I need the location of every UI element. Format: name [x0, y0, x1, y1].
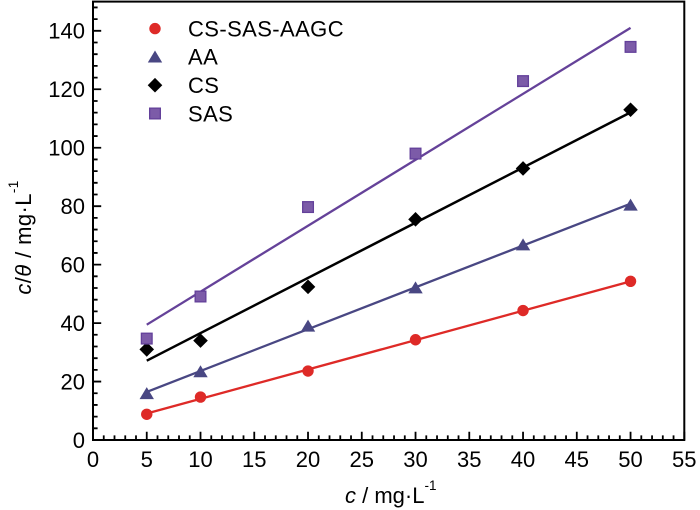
svg-text:50: 50: [618, 447, 642, 472]
svg-text:20: 20: [61, 369, 85, 394]
svg-text:40: 40: [61, 311, 85, 336]
svg-text:55: 55: [672, 447, 696, 472]
svg-text:80: 80: [61, 194, 85, 219]
svg-text:15: 15: [242, 447, 266, 472]
svg-text:40: 40: [511, 447, 535, 472]
svg-text:10: 10: [188, 447, 212, 472]
svg-text:100: 100: [48, 136, 85, 161]
svg-text:c/θ / mg·L-1: c/θ / mg·L-1: [6, 180, 36, 294]
svg-text:35: 35: [457, 447, 481, 472]
svg-text:20: 20: [296, 447, 320, 472]
svg-text:120: 120: [48, 77, 85, 102]
svg-text:CS-SAS-AAGC: CS-SAS-AAGC: [188, 16, 344, 41]
svg-text:60: 60: [61, 252, 85, 277]
svg-text:CS: CS: [188, 73, 219, 98]
svg-text:0: 0: [87, 447, 99, 472]
svg-text:45: 45: [565, 447, 589, 472]
svg-text:30: 30: [403, 447, 427, 472]
svg-text:SAS: SAS: [188, 101, 233, 126]
svg-text:25: 25: [350, 447, 374, 472]
svg-text:0: 0: [73, 428, 85, 453]
svg-text:140: 140: [48, 19, 85, 44]
svg-text:5: 5: [141, 447, 153, 472]
svg-text:c / mg·L-1: c / mg·L-1: [345, 478, 436, 508]
svg-text:AA: AA: [188, 45, 218, 70]
